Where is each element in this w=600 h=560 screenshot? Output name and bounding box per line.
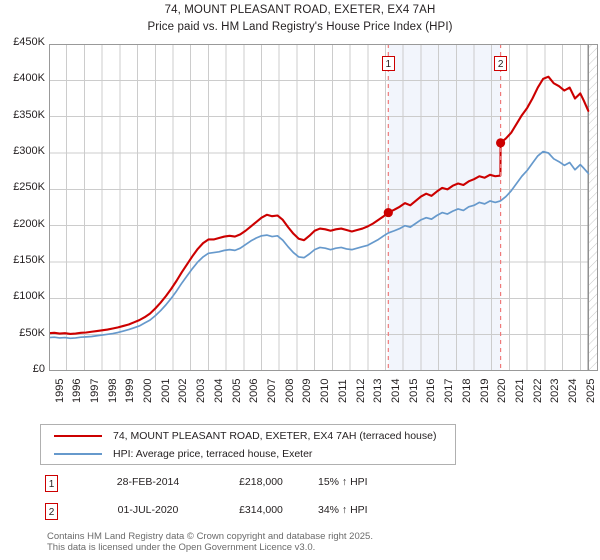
- legend-swatch-hpi: [54, 453, 102, 455]
- y-axis-tick-label: £0: [32, 363, 45, 375]
- x-axis-tick-label: 1999: [124, 378, 137, 403]
- x-axis-tick-label: 1998: [106, 378, 119, 403]
- x-axis-tick-label: 2024: [567, 378, 580, 403]
- x-axis-tick-label: 2016: [425, 378, 438, 403]
- annotation-marker-1[interactable]: 1: [381, 56, 395, 71]
- y-axis-tick-label: £450K: [13, 36, 45, 48]
- x-axis-tick-label: 1996: [71, 378, 84, 403]
- x-axis-tick-label: 2012: [354, 378, 367, 403]
- x-axis-tick-label: 2019: [478, 378, 491, 403]
- transaction-price-1: £218,000: [239, 476, 283, 488]
- future-region: [588, 44, 598, 371]
- x-axis-tick-label: 2006: [248, 378, 261, 403]
- x-axis-tick-label: 1997: [88, 378, 101, 403]
- chart-svg: [49, 44, 598, 371]
- x-axis-tick-label: 1995: [53, 378, 66, 403]
- transaction-hpi-delta-2: 34% ↑ HPI: [318, 504, 368, 516]
- transaction-row-1[interactable]: 1 28-FEB-2014 £218,000 15% ↑ HPI: [40, 475, 560, 495]
- legend-label-property: 74, MOUNT PLEASANT ROAD, EXETER, EX4 7AH…: [113, 430, 437, 442]
- y-axis-tick-label: £350K: [13, 108, 45, 121]
- x-axis-tick-label: 2011: [336, 379, 349, 403]
- x-axis-tick-label: 2015: [407, 378, 420, 403]
- x-axis-tick-label: 2021: [513, 378, 526, 403]
- transaction-row-2[interactable]: 2 01-JUL-2020 £314,000 34% ↑ HPI: [40, 503, 560, 523]
- x-axis-tick-label: 2005: [230, 378, 243, 403]
- sale-point-1: [383, 207, 393, 218]
- y-axis-tick-label: £150K: [13, 254, 45, 266]
- annotation-marker-2[interactable]: 2: [494, 56, 508, 71]
- x-axis-tick-label: 2023: [549, 378, 562, 403]
- legend-label-hpi: HPI: Average price, terraced house, Exet…: [113, 448, 313, 460]
- series-hpi-average: [49, 150, 590, 340]
- x-axis-tick-label: 2000: [142, 378, 155, 403]
- chart-legend: 74, MOUNT PLEASANT ROAD, EXETER, EX4 7AH…: [40, 424, 456, 465]
- y-axis-tick-label: £400K: [13, 72, 45, 85]
- title-address: 74, MOUNT PLEASANT ROAD, EXETER, EX4 7AH: [164, 4, 436, 16]
- transaction-date-1: 28-FEB-2014: [116, 476, 180, 488]
- x-axis-tick-label: 2004: [212, 378, 225, 403]
- x-axis-tick-label: 2025: [584, 378, 597, 403]
- x-axis-tick-label: 2009: [301, 378, 314, 403]
- transaction-hpi-delta-1: 15% ↑ HPI: [318, 476, 368, 488]
- x-axis-tick-label: 2010: [319, 378, 332, 403]
- x-axis-tick-label: 2013: [372, 378, 385, 403]
- sale-interval-band: [388, 44, 501, 371]
- page-title: 74, MOUNT PLEASANT ROAD, EXETER, EX4 7AH…: [0, 2, 600, 36]
- y-axis-tick-label: £250K: [13, 181, 45, 194]
- footer-line-2: This data is licensed under the Open Gov…: [47, 542, 316, 553]
- transaction-number-1: 1: [45, 475, 58, 492]
- chart-plot-area[interactable]: 1 2: [49, 44, 598, 371]
- y-axis-tick-label: £100K: [13, 290, 45, 303]
- legend-item-property[interactable]: 74, MOUNT PLEASANT ROAD, EXETER, EX4 7AH…: [41, 427, 436, 445]
- transaction-price-2: £314,000: [239, 504, 283, 516]
- x-axis-tick-label: 2001: [159, 378, 172, 403]
- x-axis-tick-label: 2014: [389, 378, 402, 403]
- y-axis-tick-label: £300K: [13, 145, 45, 157]
- x-axis-tick-label: 2018: [460, 378, 473, 403]
- y-axis-tick-label: £200K: [13, 217, 45, 230]
- transaction-number-2: 2: [45, 503, 58, 520]
- x-axis-tick-label: 2017: [443, 378, 456, 403]
- transaction-date-2: 01-JUL-2020: [117, 504, 179, 516]
- x-axis-tick-label: 2008: [283, 378, 296, 403]
- x-axis-tick-label: 2003: [195, 378, 208, 403]
- legend-item-hpi[interactable]: HPI: Average price, terraced house, Exet…: [41, 445, 312, 463]
- y-axis-tick-label: £50K: [19, 326, 45, 339]
- sale-point-2: [495, 138, 506, 148]
- series-property-price: [49, 75, 590, 335]
- footer-line-1: Contains HM Land Registry data © Crown c…: [47, 531, 373, 542]
- x-axis-tick-label: 2022: [531, 378, 544, 403]
- footer-attribution: Contains HM Land Registry data © Crown c…: [47, 531, 587, 553]
- x-axis-tick-label: 2002: [177, 378, 190, 403]
- x-axis-tick-label: 2007: [266, 378, 279, 403]
- x-axis-tick-label: 2020: [496, 378, 509, 403]
- legend-swatch-property: [54, 435, 102, 437]
- title-subtitle: Price paid vs. HM Land Registry's House …: [147, 21, 453, 33]
